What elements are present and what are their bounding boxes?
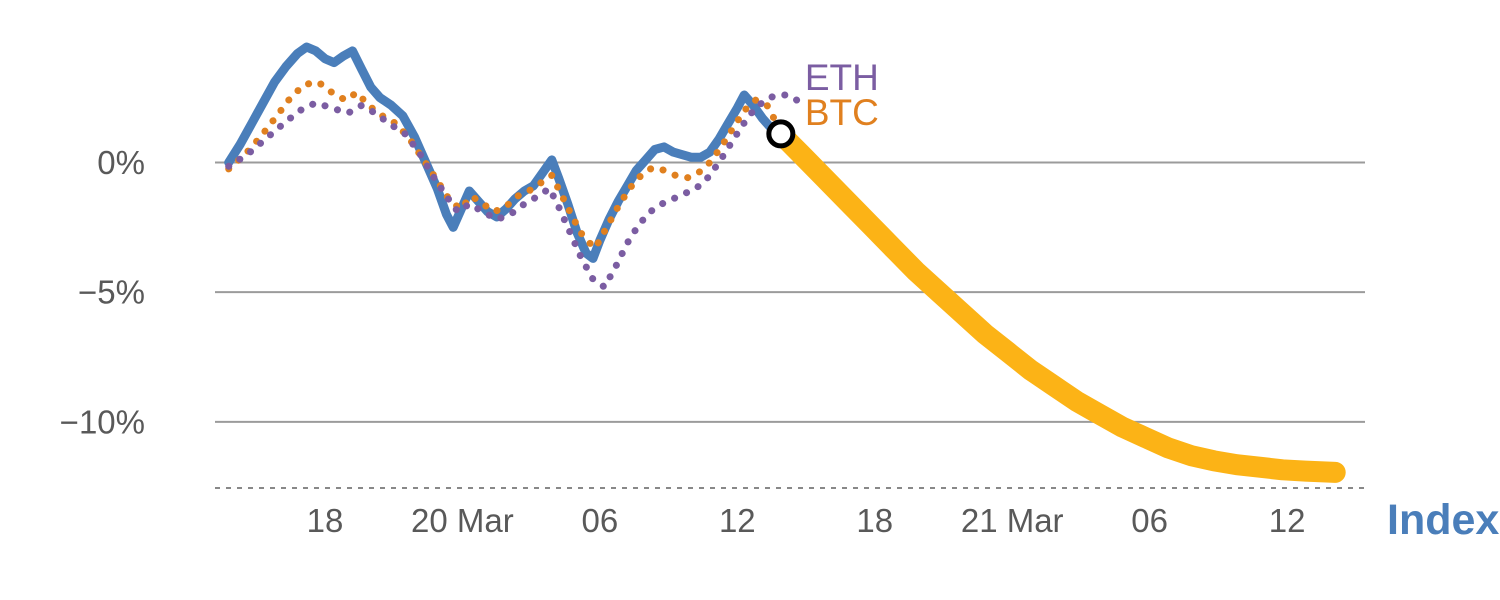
x-axis-tick-label: 06: [582, 502, 619, 539]
eth-series-label: ETH: [805, 57, 879, 98]
x-axis-tick-label: 12: [1269, 502, 1306, 539]
index-projection-series-line: [770, 123, 1346, 483]
x-axis-tick-label: 20 Mar: [411, 502, 514, 539]
x-axis-tick-label: 06: [1131, 502, 1168, 539]
x-axis-tick-label: 18: [307, 502, 344, 539]
y-axis-tick-label: −5%: [78, 274, 145, 311]
index-series-line: [224, 42, 786, 263]
btc-series-label: BTC: [805, 92, 879, 133]
y-axis-tick-label: 0%: [97, 144, 145, 181]
current-point-marker: [766, 119, 796, 149]
x-axis-tick-label: 21 Mar: [961, 502, 1064, 539]
eth-series-line: [225, 91, 801, 291]
index-series-label: Index: [1387, 496, 1499, 544]
y-axis-tick-label: −10%: [60, 403, 145, 440]
x-axis-tick-label: 18: [856, 502, 893, 539]
x-axis-tick-label: 12: [719, 502, 756, 539]
